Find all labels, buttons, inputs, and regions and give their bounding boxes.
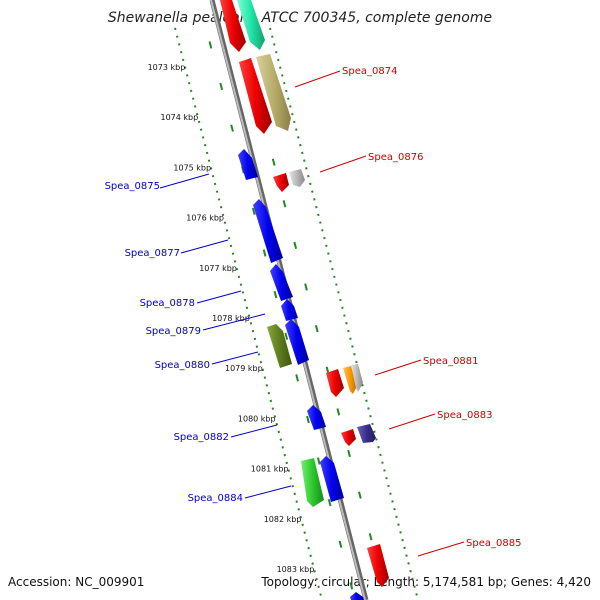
label-spea-0878[interactable]: Spea_0878 <box>140 298 195 309</box>
gene-top-cyan[interactable] <box>237 0 265 50</box>
gene-spea-0882[interactable] <box>307 405 326 430</box>
ruler-label: 1076 kbp <box>186 214 224 223</box>
leader-spea-0878 <box>196 290 242 304</box>
gene-spea-0881-orange[interactable] <box>343 366 357 394</box>
ruler-label: 1083 kbp <box>277 565 315 574</box>
gene-bottom-blue[interactable] <box>350 592 364 600</box>
leader-spea-0877 <box>180 239 229 254</box>
gene-spea-0881-gray[interactable] <box>351 364 363 392</box>
leader-spea-0882 <box>230 424 278 438</box>
leader-spea-0874 <box>294 70 341 88</box>
gene-spea-0875[interactable] <box>238 149 258 180</box>
gene-spea-0884[interactable] <box>301 458 324 507</box>
gene-spea-0874-partner[interactable] <box>256 54 291 131</box>
label-spea-0883[interactable]: Spea_0883 <box>437 410 492 421</box>
label-spea-0879[interactable]: Spea_0879 <box>146 326 201 337</box>
gene-spea-0885[interactable] <box>367 544 389 587</box>
gene-top-red[interactable] <box>220 0 246 52</box>
leader-spea-0881 <box>374 359 422 376</box>
leader-spea-0885 <box>417 541 465 557</box>
leader-spea-0884 <box>244 485 292 499</box>
map-title: Shewanella pealeana ATCC 700345, complet… <box>108 10 492 26</box>
ruler-label: 1074 kbp <box>160 113 198 122</box>
gene-spea-0879[interactable] <box>285 319 309 365</box>
ruler-label: 1080 kbp <box>238 414 276 423</box>
gene-spea-0877[interactable] <box>253 199 283 263</box>
ruler-label: 1082 kbp <box>264 515 302 524</box>
label-spea-0875[interactable]: Spea_0875 <box>105 181 160 192</box>
gene-spea-0876[interactable] <box>273 173 289 192</box>
gene-spea-0876-gray[interactable] <box>289 169 305 187</box>
label-spea-0885[interactable]: Spea_0885 <box>466 538 521 549</box>
gene-spea-0878a[interactable] <box>270 264 293 301</box>
ruler-label: 1077 kbp <box>199 264 237 273</box>
label-spea-0874[interactable]: Spea_0874 <box>342 66 397 77</box>
label-spea-0877[interactable]: Spea_0877 <box>125 248 180 259</box>
accession-text: Accession: NC_009901 <box>8 575 144 589</box>
ruler-label: 1075 kbp <box>173 163 211 172</box>
gene-spea-0884-blue[interactable] <box>320 456 344 502</box>
gene-spea-0880[interactable] <box>267 324 292 368</box>
ruler-label: 1078 kbp <box>212 314 250 323</box>
label-spea-0876[interactable]: Spea_0876 <box>368 152 423 163</box>
leader-spea-0875 <box>159 173 210 189</box>
leader-spea-0876 <box>319 155 367 173</box>
label-spea-0882[interactable]: Spea_0882 <box>174 432 229 443</box>
gene-spea-0878b[interactable] <box>281 299 298 321</box>
leader-spea-0880 <box>211 351 259 365</box>
genome-summary-text: Topology: circular; Length: 5,174,581 bp… <box>260 575 591 589</box>
inner-left-dashed <box>205 27 356 600</box>
gene-spea-0874[interactable] <box>239 58 272 134</box>
label-spea-0880[interactable]: Spea_0880 <box>155 360 210 371</box>
gene-spea-0881[interactable] <box>326 369 344 397</box>
leader-spea-0883 <box>388 413 436 430</box>
gene-spea-0883[interactable] <box>341 429 356 446</box>
ruler-label: 1081 kbp <box>251 465 289 474</box>
ruler-label: 1073 kbp <box>148 63 186 72</box>
label-spea-0881[interactable]: Spea_0881 <box>423 356 478 367</box>
ruler-label: 1079 kbp <box>225 364 263 373</box>
gene-spea-0883-navy[interactable] <box>357 424 376 443</box>
label-spea-0884[interactable]: Spea_0884 <box>188 493 243 504</box>
leader-spea-0879 <box>202 313 266 331</box>
